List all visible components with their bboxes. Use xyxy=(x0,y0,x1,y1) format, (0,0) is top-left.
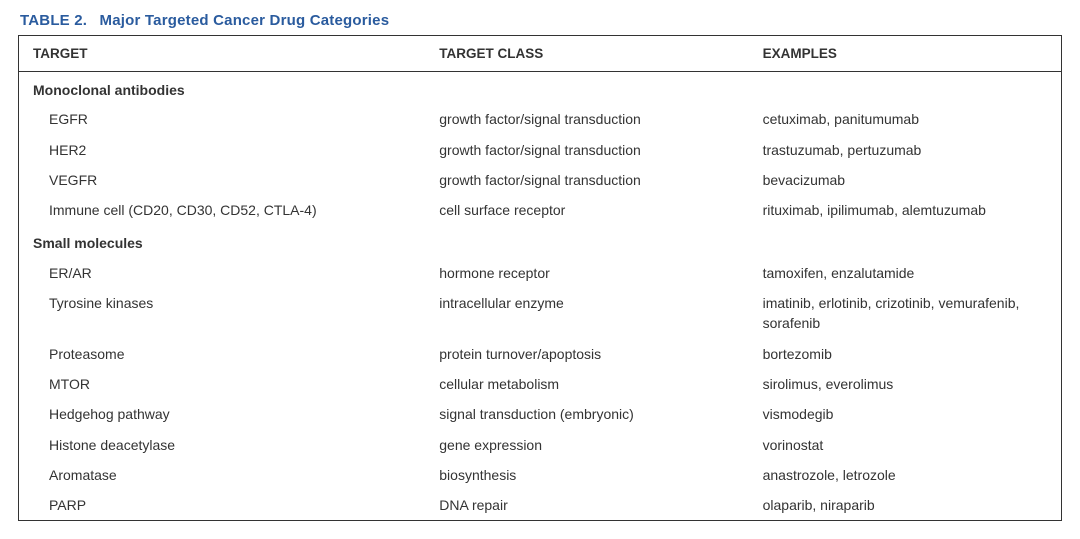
cell-examples: imatinib, erlotinib, crizotinib, vemuraf… xyxy=(749,288,1062,339)
col-examples: EXAMPLES xyxy=(749,36,1062,72)
cell-class: growth factor/signal transduction xyxy=(425,104,748,134)
cell-class: hormone receptor xyxy=(425,258,748,288)
table-body: Monoclonal antibodiesEGFRgrowth factor/s… xyxy=(19,72,1062,521)
cell-examples: rituximab, ipilimumab, alemtuzumab xyxy=(749,195,1062,225)
cell-examples: bevacizumab xyxy=(749,165,1062,195)
cell-examples: trastuzumab, pertuzumab xyxy=(749,135,1062,165)
section-heading-row: Small molecules xyxy=(19,225,1062,257)
table-row: Proteasomeprotein turnover/apoptosisbort… xyxy=(19,339,1062,369)
col-target: TARGET xyxy=(19,36,426,72)
cell-target: HER2 xyxy=(19,135,426,165)
cell-target: EGFR xyxy=(19,104,426,134)
cell-class: growth factor/signal transduction xyxy=(425,165,748,195)
cell-target: MTOR xyxy=(19,369,426,399)
cell-target: Proteasome xyxy=(19,339,426,369)
cell-target: Hedgehog pathway xyxy=(19,399,426,429)
cell-target: Histone deacetylase xyxy=(19,430,426,460)
table-title: Major Targeted Cancer Drug Categories xyxy=(100,12,390,29)
cell-target: Immune cell (CD20, CD30, CD52, CTLA-4) xyxy=(19,195,426,225)
cell-target: PARP xyxy=(19,490,426,521)
cell-examples: bortezomib xyxy=(749,339,1062,369)
table-caption: TABLE 2. Major Targeted Cancer Drug Cate… xyxy=(20,12,1062,29)
table-label: TABLE 2. xyxy=(20,12,87,29)
cell-examples: cetuximab, panitumumab xyxy=(749,104,1062,134)
table-row: HER2growth factor/signal transductiontra… xyxy=(19,135,1062,165)
section-heading: Monoclonal antibodies xyxy=(19,72,1062,105)
drug-categories-table: TARGET TARGET CLASS EXAMPLES Monoclonal … xyxy=(18,35,1062,521)
cell-class: signal transduction (embryonic) xyxy=(425,399,748,429)
cell-class: cell surface receptor xyxy=(425,195,748,225)
cell-examples: tamoxifen, enzalutamide xyxy=(749,258,1062,288)
cell-examples: anastrozole, letrozole xyxy=(749,460,1062,490)
cell-class: DNA repair xyxy=(425,490,748,521)
cell-examples: olaparib, niraparib xyxy=(749,490,1062,521)
cell-target: VEGFR xyxy=(19,165,426,195)
table-row: EGFRgrowth factor/signal transductioncet… xyxy=(19,104,1062,134)
table-row: MTORcellular metabolismsirolimus, everol… xyxy=(19,369,1062,399)
cell-target: Tyrosine kinases xyxy=(19,288,426,339)
table-header-row: TARGET TARGET CLASS EXAMPLES xyxy=(19,36,1062,72)
table-row: Aromatasebiosynthesisanastrozole, letroz… xyxy=(19,460,1062,490)
cell-target: ER/AR xyxy=(19,258,426,288)
cell-class: gene expression xyxy=(425,430,748,460)
cell-class: intracellular enzyme xyxy=(425,288,748,339)
table-row: PARPDNA repairolaparib, niraparib xyxy=(19,490,1062,521)
cell-examples: vismodegib xyxy=(749,399,1062,429)
section-heading: Small molecules xyxy=(19,225,1062,257)
table-row: Tyrosine kinasesintracellular enzymeimat… xyxy=(19,288,1062,339)
col-class: TARGET CLASS xyxy=(425,36,748,72)
section-heading-row: Monoclonal antibodies xyxy=(19,72,1062,105)
table-row: Hedgehog pathwaysignal transduction (emb… xyxy=(19,399,1062,429)
cell-examples: vorinostat xyxy=(749,430,1062,460)
cell-class: cellular metabolism xyxy=(425,369,748,399)
cell-class: protein turnover/apoptosis xyxy=(425,339,748,369)
cell-class: biosynthesis xyxy=(425,460,748,490)
cell-class: growth factor/signal transduction xyxy=(425,135,748,165)
table-row: Histone deacetylasegene expressionvorino… xyxy=(19,430,1062,460)
cell-target: Aromatase xyxy=(19,460,426,490)
table-row: VEGFRgrowth factor/signal transductionbe… xyxy=(19,165,1062,195)
table-row: Immune cell (CD20, CD30, CD52, CTLA-4)ce… xyxy=(19,195,1062,225)
cell-examples: sirolimus, everolimus xyxy=(749,369,1062,399)
table-row: ER/ARhormone receptortamoxifen, enzaluta… xyxy=(19,258,1062,288)
